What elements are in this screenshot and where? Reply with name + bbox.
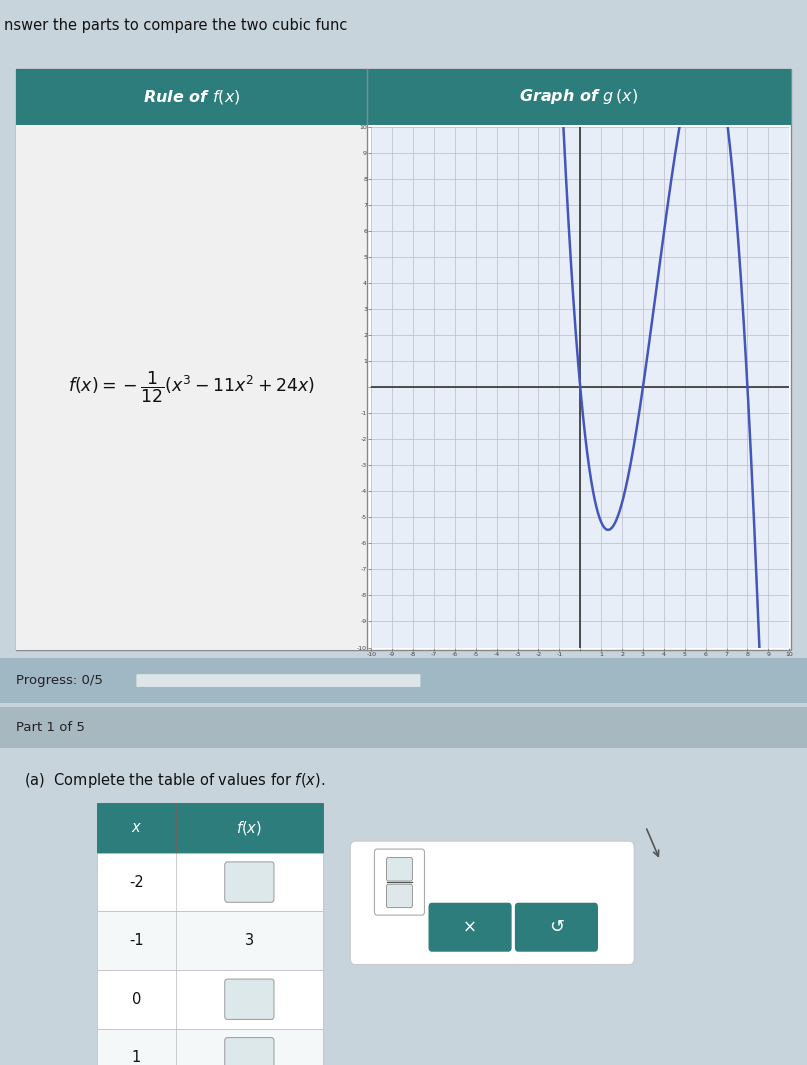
Text: 1: 1 [132,1050,141,1065]
FancyBboxPatch shape [374,849,424,915]
FancyBboxPatch shape [0,658,807,703]
FancyBboxPatch shape [0,707,807,748]
FancyBboxPatch shape [387,857,412,881]
Text: $x$: $x$ [131,820,142,835]
FancyBboxPatch shape [515,903,598,952]
Text: -2: -2 [129,874,144,889]
FancyBboxPatch shape [16,125,367,650]
FancyBboxPatch shape [0,752,807,1065]
Text: Graph of $g\,(x)$: Graph of $g\,(x)$ [520,87,638,106]
FancyBboxPatch shape [97,803,323,853]
Text: nswer the parts to compare the two cubic func: nswer the parts to compare the two cubic… [4,18,347,33]
FancyBboxPatch shape [387,884,412,907]
FancyBboxPatch shape [97,970,323,1029]
Text: Progress: 0/5: Progress: 0/5 [16,674,103,687]
Text: Rule of $f(x)$: Rule of $f(x)$ [143,88,240,105]
Text: ↺: ↺ [549,918,564,936]
FancyBboxPatch shape [16,69,791,650]
FancyBboxPatch shape [136,674,420,687]
Text: 0: 0 [132,992,141,1006]
FancyBboxPatch shape [16,69,791,125]
FancyBboxPatch shape [224,979,274,1019]
Text: $f(x)$: $f(x)$ [236,819,262,837]
FancyBboxPatch shape [97,1029,323,1065]
Text: (a)  Complete the table of values for $f(x)$.: (a) Complete the table of values for $f(… [24,771,325,790]
FancyBboxPatch shape [224,1037,274,1065]
Text: ×: × [463,918,477,936]
FancyBboxPatch shape [429,903,512,952]
Text: $f(x)=-\dfrac{1}{12}\left(x^3-11x^2+24x\right)$: $f(x)=-\dfrac{1}{12}\left(x^3-11x^2+24x\… [69,370,315,405]
FancyBboxPatch shape [350,841,634,965]
Text: 3: 3 [245,933,254,948]
FancyBboxPatch shape [97,853,323,912]
FancyBboxPatch shape [97,912,323,970]
FancyBboxPatch shape [224,862,274,902]
Text: -1: -1 [129,933,144,948]
Text: Part 1 of 5: Part 1 of 5 [16,721,85,734]
